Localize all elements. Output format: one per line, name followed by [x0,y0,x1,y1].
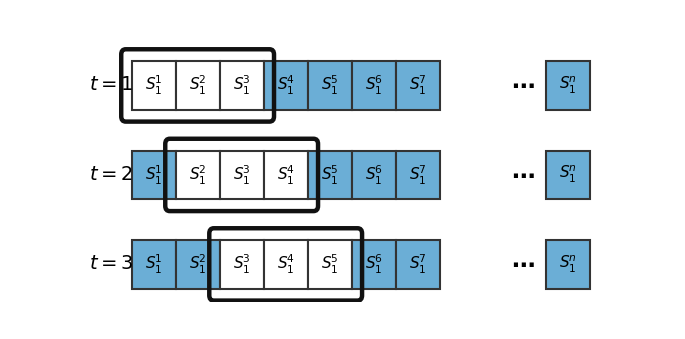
Text: $\mathbf{\mathit{S}}_{1}^{4}$: $\mathbf{\mathit{S}}_{1}^{4}$ [277,253,295,276]
Bar [264,240,308,289]
Text: $\mathbf{\mathit{S}}_{1}^{n}$: $\mathbf{\mathit{S}}_{1}^{n}$ [559,254,577,275]
Text: $\mathbf{\cdots}$: $\mathbf{\cdots}$ [511,163,534,187]
Text: $\mathbf{\mathit{S}}_{1}^{4}$: $\mathbf{\mathit{S}}_{1}^{4}$ [277,163,295,186]
Bar [175,240,220,289]
Text: $\mathbf{\mathit{S}}_{1}^{2}$: $\mathbf{\mathit{S}}_{1}^{2}$ [189,253,206,276]
Text: $\mathbf{\mathit{S}}_{1}^{n}$: $\mathbf{\mathit{S}}_{1}^{n}$ [559,164,577,185]
Text: $\mathbf{\mathit{S}}_{1}^{3}$: $\mathbf{\mathit{S}}_{1}^{3}$ [233,163,251,186]
Text: $\mathbf{\mathit{S}}_{1}^{4}$: $\mathbf{\mathit{S}}_{1}^{4}$ [277,74,295,97]
Text: $\mathbf{\cdots}$: $\mathbf{\cdots}$ [511,253,534,276]
Text: $\mathbf{\mathit{S}}_{1}^{6}$: $\mathbf{\mathit{S}}_{1}^{6}$ [364,253,383,276]
Text: $\mathbf{\mathit{S}}_{1}^{5}$: $\mathbf{\mathit{S}}_{1}^{5}$ [321,74,338,97]
Text: $\mathbf{\mathit{S}}_{1}^{3}$: $\mathbf{\mathit{S}}_{1}^{3}$ [233,253,251,276]
Bar [132,240,175,289]
Text: $\mathbf{\mathit{t = 1}}$: $\mathbf{\mathit{t = 1}}$ [89,76,133,95]
Text: $\mathbf{\mathit{S}}_{1}^{6}$: $\mathbf{\mathit{S}}_{1}^{6}$ [364,163,383,186]
Text: $\mathbf{\mathit{S}}_{1}^{7}$: $\mathbf{\mathit{S}}_{1}^{7}$ [409,163,427,186]
Bar [308,240,351,289]
Bar [546,240,590,289]
Text: $\mathbf{\mathit{S}}_{1}^{3}$: $\mathbf{\mathit{S}}_{1}^{3}$ [233,74,251,97]
Bar [264,151,308,199]
Text: $\mathbf{\mathit{S}}_{1}^{5}$: $\mathbf{\mathit{S}}_{1}^{5}$ [321,253,338,276]
Text: $\mathbf{\cdots}$: $\mathbf{\cdots}$ [511,74,534,97]
Text: $\mathbf{\mathit{S}}_{1}^{6}$: $\mathbf{\mathit{S}}_{1}^{6}$ [364,74,383,97]
Bar [220,240,264,289]
Text: $\mathbf{\mathit{S}}_{1}^{1}$: $\mathbf{\mathit{S}}_{1}^{1}$ [145,74,162,97]
Text: $\mathbf{\mathit{t = 3}}$: $\mathbf{\mathit{t = 3}}$ [89,255,134,274]
Bar [175,151,220,199]
Bar [396,151,440,199]
Bar [308,61,351,110]
Bar [220,151,264,199]
Bar [546,61,590,110]
Text: $\mathbf{\mathit{S}}_{1}^{1}$: $\mathbf{\mathit{S}}_{1}^{1}$ [145,163,162,186]
Bar [546,151,590,199]
Bar [351,61,396,110]
Text: $\mathbf{\mathit{S}}_{1}^{5}$: $\mathbf{\mathit{S}}_{1}^{5}$ [321,163,338,186]
Text: $\mathbf{\mathit{t = 2}}$: $\mathbf{\mathit{t = 2}}$ [89,166,133,184]
Text: $\mathbf{\mathit{S}}_{1}^{1}$: $\mathbf{\mathit{S}}_{1}^{1}$ [145,253,162,276]
Bar [396,61,440,110]
Text: $\mathbf{\mathit{S}}_{1}^{2}$: $\mathbf{\mathit{S}}_{1}^{2}$ [189,74,206,97]
Bar [132,151,175,199]
Bar [351,240,396,289]
Bar [396,240,440,289]
Bar [308,151,351,199]
Bar [264,61,308,110]
Text: $\mathbf{\mathit{S}}_{1}^{7}$: $\mathbf{\mathit{S}}_{1}^{7}$ [409,74,427,97]
Bar [351,151,396,199]
Bar [132,61,175,110]
Text: $\mathbf{\mathit{S}}_{1}^{n}$: $\mathbf{\mathit{S}}_{1}^{n}$ [559,75,577,96]
Bar [175,61,220,110]
Text: $\mathbf{\mathit{S}}_{1}^{7}$: $\mathbf{\mathit{S}}_{1}^{7}$ [409,253,427,276]
Bar [220,61,264,110]
Text: $\mathbf{\mathit{S}}_{1}^{2}$: $\mathbf{\mathit{S}}_{1}^{2}$ [189,163,206,186]
